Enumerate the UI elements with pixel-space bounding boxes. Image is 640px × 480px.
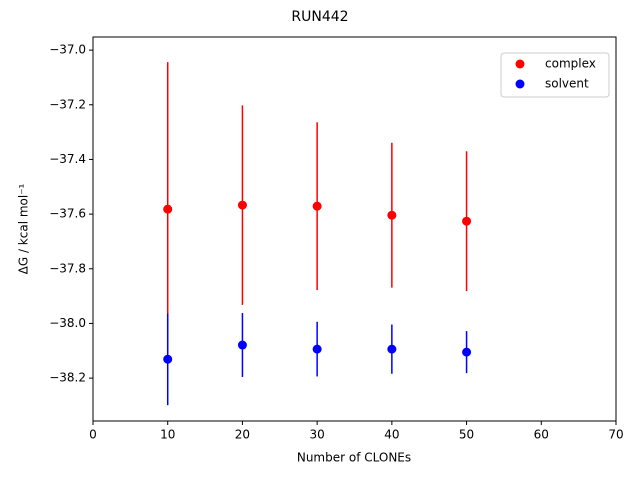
x-tick-label: 60 — [534, 428, 549, 442]
y-tick-label: −37.8 — [49, 261, 86, 275]
y-tick-label: −37.0 — [49, 43, 86, 57]
x-tick-label: 10 — [160, 428, 175, 442]
point — [312, 344, 322, 354]
y-tick-label: −37.2 — [49, 97, 86, 111]
legend-label: complex — [545, 57, 596, 71]
x-axis-label: Number of CLONEs — [297, 451, 411, 465]
chart-title: RUN442 — [291, 9, 348, 25]
x-tick-label: 50 — [459, 428, 474, 442]
point — [312, 201, 322, 211]
y-axis-label: ΔG / kcal mol⁻¹ — [17, 183, 31, 274]
point — [237, 340, 247, 350]
x-tick-label: 0 — [89, 428, 97, 442]
point — [237, 200, 247, 210]
point — [163, 354, 173, 364]
point — [462, 216, 472, 226]
plot-frame — [92, 36, 617, 422]
legend-label: solvent — [545, 77, 589, 91]
point — [163, 204, 173, 214]
x-tick-label: 20 — [235, 428, 250, 442]
y-tick-label: −38.2 — [49, 371, 86, 385]
legend-marker — [515, 59, 525, 69]
point — [387, 210, 397, 220]
y-tick-label: −38.0 — [49, 316, 86, 330]
x-tick-label: 70 — [608, 428, 623, 442]
legend-marker — [515, 79, 525, 89]
x-tick-label: 40 — [384, 428, 399, 442]
y-tick-label: −37.4 — [49, 152, 86, 166]
point — [462, 347, 472, 357]
legend-box — [500, 52, 610, 98]
y-tick-label: −37.6 — [49, 207, 86, 221]
x-tick-label: 30 — [310, 428, 325, 442]
point — [387, 344, 397, 354]
